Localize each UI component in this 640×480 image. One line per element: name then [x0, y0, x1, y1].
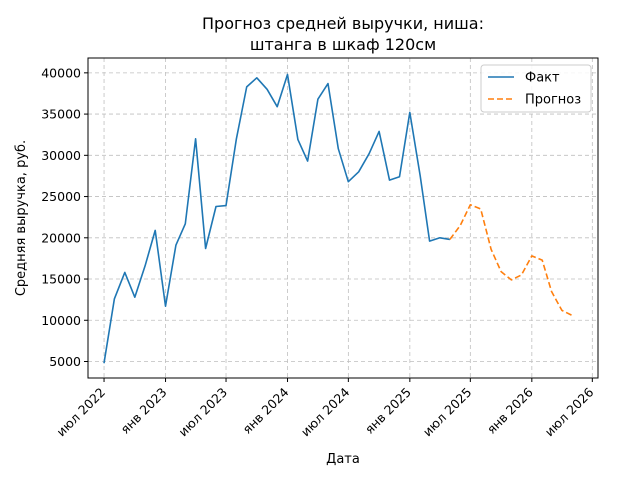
x-tick-label: янв 2023 — [117, 385, 169, 437]
y-tick-label: 30000 — [41, 148, 81, 163]
series-line-fact — [103, 73, 451, 364]
legend-label: Прогноз — [525, 93, 581, 108]
y-axis-label: Средняя выручка, руб. — [14, 140, 29, 296]
axis-ticks: 5000 10000 15000 20000 25000 30000 35000 40000 и… — [41, 65, 596, 439]
x-tick-label: янв 2024 — [239, 384, 291, 436]
y-tick-label: 40000 — [41, 65, 81, 80]
x-tick-label: июл 2024 — [298, 384, 353, 439]
y-tick-label: 35000 — [41, 107, 81, 122]
series-lines — [103, 73, 573, 364]
x-tick-label: июл 2025 — [420, 385, 475, 440]
x-tick-label: июл 2023 — [175, 385, 230, 440]
plot-frame — [87, 57, 599, 379]
x-tick-label: июл 2026 — [542, 384, 597, 439]
y-tick-label: 15000 — [41, 272, 81, 287]
grid-lines — [88, 58, 598, 378]
y-tick-label: 20000 — [41, 230, 81, 245]
x-tick-label: янв 2026 — [484, 384, 536, 436]
legend: Факт Прогноз — [480, 64, 592, 113]
y-tick-label: 25000 — [41, 189, 81, 204]
chart-title-line1: Прогноз средней выручки, ниша: — [202, 14, 484, 33]
series-line-forecast — [449, 204, 573, 317]
chart-title-line2: штанга в шкаф 120см — [250, 35, 436, 54]
y-tick-label: 10000 — [41, 313, 81, 328]
legend-label: Факт — [525, 71, 560, 86]
x-axis-label: Дата — [326, 452, 360, 467]
x-tick-label: июл 2022 — [53, 385, 108, 440]
y-tick-label: 5000 — [49, 354, 81, 369]
x-tick-label: янв 2025 — [362, 385, 414, 437]
